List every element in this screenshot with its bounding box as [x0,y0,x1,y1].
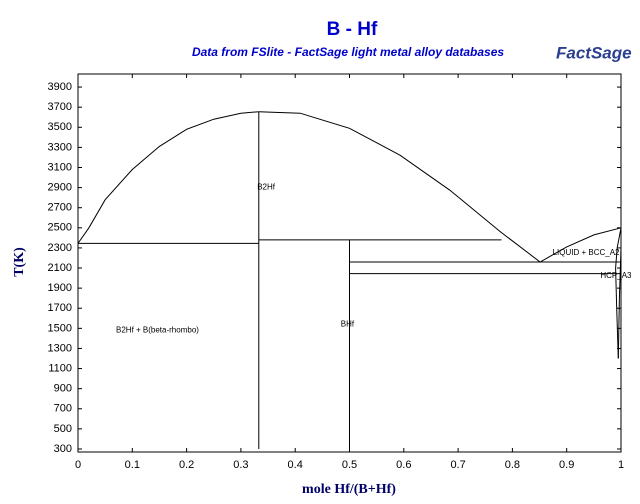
logo: FactSage [556,43,632,62]
y-tick-label: 300 [54,443,72,455]
x-axis-label: mole Hf/(B+Hf) [302,482,396,497]
phase-label: BHf [341,319,355,328]
y-tick-label: 3100 [48,161,72,173]
y-tick-label: 2100 [48,262,72,274]
phase-label: B2Hf + B(beta-rhombo) [116,325,199,334]
phase-label: HCP_A3 [600,271,632,280]
y-tick-label: 1300 [48,342,72,354]
y-tick-label: 1100 [48,362,72,374]
phase-boundary [615,227,622,359]
x-tick-label: 0.6 [396,459,411,471]
x-tick-label: 0.1 [125,459,140,471]
y-tick-label: 3900 [48,81,72,93]
y-tick-label: 2300 [48,242,72,254]
x-tick-label: 0 [75,459,81,471]
y-tick-label: 900 [54,383,72,395]
phase-boundary [258,111,622,263]
x-tick-label: 1 [618,459,624,471]
y-tick-label: 700 [54,403,72,415]
phase-label: B2Hf [257,183,276,192]
y-tick-label: 2900 [48,182,72,194]
phase-boundary [77,111,259,244]
x-tick-label: 0.2 [179,459,194,471]
y-tick-label: 2700 [48,202,72,214]
y-tick-label: 2500 [48,222,72,234]
x-tick-label: 0.7 [450,459,465,471]
chart-title: B - Hf [327,19,378,40]
y-tick-label: 3300 [48,141,72,153]
y-tick-label: 1500 [48,322,72,334]
y-tick-label: 500 [54,423,72,435]
x-tick-label: 0.4 [288,459,303,471]
x-tick-label: 0.9 [559,459,574,471]
chart-subtitle: Data from FSlite - FactSage light metal … [192,45,504,59]
y-tick-label: 3700 [48,101,72,113]
y-axis-label: T(K) [12,247,27,277]
y-tick-label: 1700 [48,302,72,314]
x-tick-label: 0.5 [342,459,357,471]
x-tick-label: 0.3 [233,459,248,471]
x-tick-label: 0.8 [505,459,520,471]
phase-boundary [617,247,622,359]
phase-label: LIQUID + BCC_A2 [553,248,620,257]
y-tick-label: 3500 [48,121,72,133]
y-tick-label: 1900 [48,282,72,294]
